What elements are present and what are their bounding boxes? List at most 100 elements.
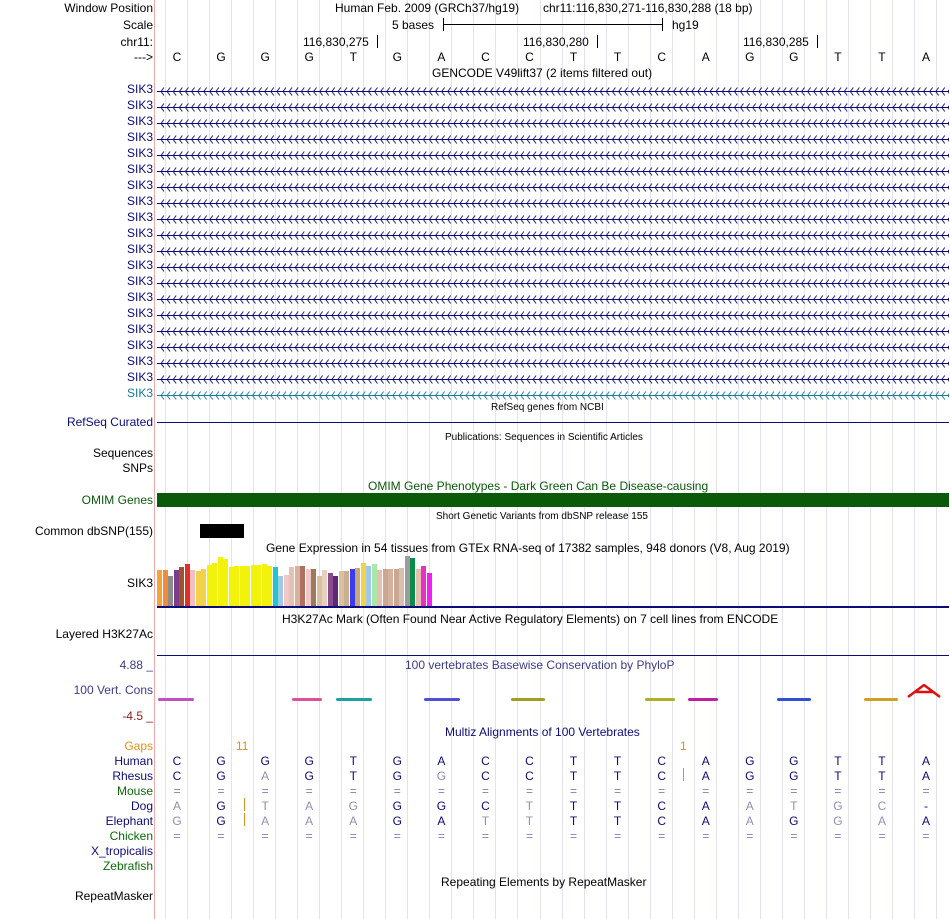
gencode-transcript[interactable] <box>157 165 950 176</box>
gtex-tissue-bar[interactable] <box>333 576 338 606</box>
gtex-tissue-bar[interactable] <box>382 569 388 606</box>
gencode-transcript[interactable] <box>157 197 950 208</box>
sequences-label[interactable]: Sequences <box>92 446 153 460</box>
gtex-tissue-bar[interactable] <box>228 567 234 606</box>
dbsnp-label[interactable]: Common dbSNP(155) <box>34 524 153 538</box>
gencode-transcript[interactable] <box>157 245 950 256</box>
gencode-transcript[interactable] <box>157 213 950 224</box>
gencode-transcript-label[interactable]: SIK3 <box>126 194 153 208</box>
gtex-tissue-bar[interactable] <box>245 566 250 606</box>
repeat-label[interactable]: RepeatMasker <box>74 889 153 903</box>
gtex-tissue-bar[interactable] <box>415 569 421 606</box>
gtex-tissue-bar[interactable] <box>179 567 184 606</box>
gencode-transcript-label[interactable]: SIK3 <box>126 82 153 96</box>
gtex-tissue-bar[interactable] <box>311 569 316 606</box>
gtex-tissue-bar[interactable] <box>212 563 217 606</box>
gencode-transcript[interactable] <box>157 373 950 384</box>
gtex-tissue-bar[interactable] <box>388 569 393 606</box>
gtex-tissue-bar[interactable] <box>349 569 355 606</box>
gtex-tissue-bar[interactable] <box>190 570 195 606</box>
gtex-tissue-bar[interactable] <box>322 570 327 606</box>
gtex-tissue-bar[interactable] <box>278 576 283 606</box>
gencode-transcript[interactable] <box>157 261 950 272</box>
gencode-transcript-label[interactable]: SIK3 <box>126 242 153 256</box>
gencode-transcript-label[interactable]: SIK3 <box>126 274 153 288</box>
gencode-transcript-label[interactable]: SIK3 <box>126 226 153 240</box>
gencode-transcript[interactable] <box>157 101 950 112</box>
species-label[interactable]: Chicken <box>109 829 153 843</box>
cons-label[interactable]: 100 Vert. Cons <box>73 683 153 697</box>
gencode-transcript-label[interactable]: SIK3 <box>126 98 153 112</box>
gencode-transcript-label[interactable]: SIK3 <box>126 322 153 336</box>
gtex-tissue-bar[interactable] <box>421 566 426 606</box>
gencode-transcript[interactable] <box>157 309 950 320</box>
omim-bar[interactable] <box>157 493 949 507</box>
gtex-tissue-bar[interactable] <box>338 571 344 606</box>
gencode-transcript[interactable] <box>157 277 950 288</box>
gtex-tissue-bar[interactable] <box>239 566 245 606</box>
refseq-label[interactable]: RefSeq Curated <box>66 415 153 429</box>
snps-label[interactable]: SNPs <box>122 461 153 475</box>
gencode-transcript[interactable] <box>157 357 950 368</box>
h3k27ac-label[interactable]: Layered H3K27Ac <box>55 627 153 641</box>
species-label[interactable]: X_tropicalis <box>90 844 153 858</box>
gtex-tissue-bar[interactable] <box>426 573 432 606</box>
gtex-tissue-bar[interactable] <box>168 576 173 606</box>
gtex-tissue-bar[interactable] <box>344 571 349 606</box>
gtex-tissue-bar[interactable] <box>217 557 223 606</box>
gtex-tissue-bar[interactable] <box>234 566 239 606</box>
gtex-tissue-bar[interactable] <box>162 570 168 606</box>
species-label[interactable]: Zebrafish <box>102 859 153 873</box>
gtex-tissue-bar[interactable] <box>366 566 371 606</box>
gencode-transcript-label[interactable]: SIK3 <box>126 290 153 304</box>
gencode-transcript-label[interactable]: SIK3 <box>126 178 153 192</box>
gencode-transcript[interactable] <box>157 85 950 96</box>
gencode-transcript-label[interactable]: SIK3 <box>126 162 153 176</box>
gtex-tissue-bar[interactable] <box>272 567 278 606</box>
gtex-tissue-bar[interactable] <box>261 564 267 606</box>
gtex-tissue-bar[interactable] <box>355 568 360 606</box>
gencode-transcript[interactable] <box>157 389 950 400</box>
gtex-label[interactable]: SIK3 <box>126 576 153 590</box>
gtex-tissue-bar[interactable] <box>256 565 261 606</box>
gencode-transcript[interactable] <box>157 133 950 144</box>
gencode-transcript[interactable] <box>157 293 950 304</box>
gencode-transcript-label[interactable]: SIK3 <box>126 210 153 224</box>
gtex-tissue-bar[interactable] <box>195 571 201 606</box>
gencode-transcript[interactable] <box>157 149 950 160</box>
gaps-label[interactable]: Gaps <box>124 739 153 753</box>
gtex-tissue-bar[interactable] <box>327 573 333 606</box>
gtex-tissue-bar[interactable] <box>250 565 256 606</box>
gtex-tissue-bar[interactable] <box>206 565 212 606</box>
gtex-tissue-bar[interactable] <box>300 566 305 606</box>
gtex-tissue-bar[interactable] <box>201 569 206 606</box>
gtex-tissue-bar[interactable] <box>289 567 294 606</box>
gencode-transcript-label[interactable]: SIK3 <box>126 306 153 320</box>
gtex-tissue-bar[interactable] <box>410 558 415 606</box>
species-label[interactable]: Rhesus <box>112 769 153 783</box>
gencode-transcript[interactable] <box>157 325 950 336</box>
species-label[interactable]: Human <box>114 754 153 768</box>
gtex-tissue-bar[interactable] <box>267 566 272 606</box>
gtex-tissue-bar[interactable] <box>294 566 300 606</box>
gencode-transcript[interactable] <box>157 341 950 352</box>
gencode-transcript-label[interactable]: SIK3 <box>126 146 153 160</box>
gencode-transcript-label[interactable]: SIK3 <box>126 370 153 384</box>
gtex-tissue-bar[interactable] <box>399 568 404 606</box>
omim-label[interactable]: OMIM Genes <box>81 493 153 507</box>
gtex-tissue-bar[interactable] <box>223 559 228 606</box>
gencode-transcript-label[interactable]: SIK3 <box>126 130 153 144</box>
gencode-transcript-label[interactable]: SIK3 <box>126 354 153 368</box>
gtex-tissue-bar[interactable] <box>316 576 322 606</box>
gencode-transcript-label[interactable]: SIK3 <box>126 338 153 352</box>
gtex-tissue-bar[interactable] <box>360 563 366 606</box>
species-label[interactable]: Mouse <box>116 784 153 798</box>
gtex-tissue-bar[interactable] <box>371 564 377 606</box>
gencode-transcript-label[interactable]: SIK3 <box>126 114 153 128</box>
gencode-transcript[interactable] <box>157 181 950 192</box>
gtex-tissue-bar[interactable] <box>377 570 382 606</box>
species-label[interactable]: Elephant <box>105 814 153 828</box>
gencode-transcript[interactable] <box>157 229 950 240</box>
gtex-tissue-bar[interactable] <box>404 556 410 606</box>
